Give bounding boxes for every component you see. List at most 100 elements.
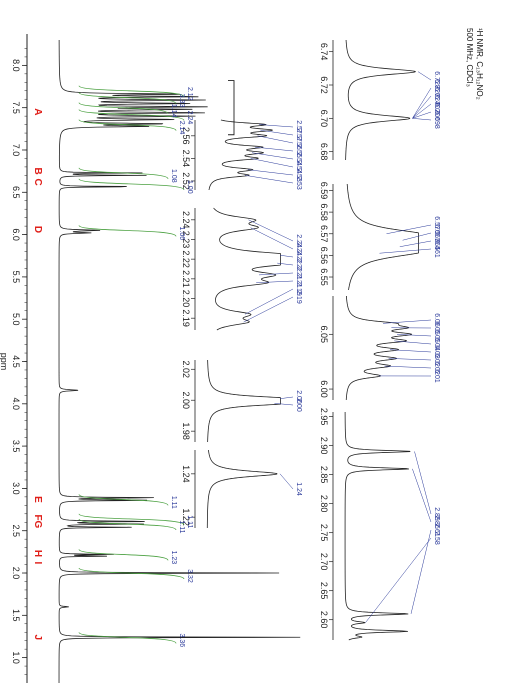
peak-label: 6.698 [433,111,440,129]
inset-2-7-spectrum-line [344,412,411,641]
peak-label: 6.724 [433,87,440,105]
inset-2-54-tick-label: 2.54 [181,150,191,168]
inset-6-57-tick-label: 6.58 [319,203,329,221]
peak-label: 2.57 [295,128,302,142]
inset-2-7-tick-label: 2.80 [319,495,329,513]
peak-label: 2.24 [295,242,302,256]
title-line-1: ¹H NMR, C₁₃H₁₂NO₂ [475,28,484,100]
peak-label-leader [386,224,432,235]
peak-label-leader [412,87,432,119]
inset-2-22-tick-label: 2.21 [181,270,191,288]
integral-value: 1.11 [170,496,177,509]
assignment-label: J [32,635,43,641]
integral-curves [78,85,185,644]
integral-value: 1.08 [170,169,177,183]
integral-curve [78,631,177,644]
inset-2-54-spectrum-line [208,119,273,191]
peak-label-leader [412,118,432,121]
inset-2-7-tick-label: 2.70 [319,553,329,571]
peak-label-leader [248,219,294,242]
peak-label-leader [412,111,432,119]
axes: 8.0 7.5 7.0 6.5 6.0 5.5 5.0 4.5 4.0 3.5 3.0 2.5 2.0 1… [0,34,334,683]
peak-label: 2.56 [295,136,302,150]
assignment-label: H [32,550,43,557]
inset-2-7-tick-label: 2.85 [319,466,329,484]
inset-2-00-tick-label: 2.02 [181,361,191,379]
inset-6-57-tick-label: 6.55 [319,268,329,286]
peak-label: 6.06 [433,313,440,327]
spectrum-title: ¹H NMR, C₁₃H₁₂NO₂ 500 MHz, CDCl₃ [465,28,484,100]
peak-label: 2.00 [295,390,302,404]
inset-2-22-tick-label: 2.24 [181,211,191,229]
title-line-2: 500 MHz, CDCl₃ [465,28,474,87]
main-tick-label: 7.5 [11,101,21,114]
inset-2-22-tick-label: 2.20 [181,290,191,308]
peak-label: 6.564 [433,232,440,250]
inset-2-7-tick-label: 2.75 [319,524,329,542]
peak-label-leader [365,537,432,623]
peak-label-leader [250,158,294,168]
integral-value: 2.14 [178,121,185,135]
assignment-label: B [32,168,43,175]
peak-label-leader [247,169,294,176]
peak-label-leader [251,152,294,160]
inset-1-24-spectrum-line [206,449,278,528]
inset-6-57-spectrum-line [346,183,419,291]
integral-value: 2.12 [186,87,193,101]
integral-curve [78,167,169,180]
rotated-figure: 8.0 7.5 7.0 6.5 6.0 5.5 5.0 4.5 4.0 3.5 3.0 2.5 2.0 1… [0,28,484,683]
inset-2-7-tick-label: 2.60 [319,611,329,629]
peak-label: 1.24 [295,482,302,496]
peak-label-leader [279,396,294,399]
main-tick-label: 2.0 [11,567,21,580]
assignment-label: I [32,561,43,564]
peak-label: 2.86 [433,515,440,529]
peak-label-leader [250,227,294,250]
inset-6-7-tick-label: 6.72 [319,76,329,94]
inset-6-57-tick-label: 6.56 [319,247,329,265]
integral-value: 3.32 [186,569,193,583]
peak-label: 6.02 [433,353,440,367]
peak-label: 6.04 [433,337,440,351]
integral-curve [78,102,169,115]
inset-2-22-tick-label: 2.22 [181,250,191,268]
peak-label-leader [244,175,294,184]
peak-label-leader [382,319,432,324]
peak-label-leader [277,262,294,266]
peak-label: 2.89 [433,507,440,521]
peak-label-leader [258,124,294,128]
integral-curve [78,513,185,526]
inset-1-24-tick-label: 1.22 [181,508,191,526]
assignment-label: FG [32,514,43,528]
peak-label-leader [279,254,294,258]
main-tick-label: 2.5 [11,524,21,537]
inset-2-22-spectrum-line [213,207,281,331]
peak-label: 2.61 [433,523,440,537]
peak-label: 2.19 [295,290,302,304]
peak-label-leader [257,135,294,144]
peak-label: 6.03 [433,345,440,359]
peak-label: 2.55 [295,144,302,158]
integral-value: 1.11 [178,520,185,533]
main-spectrum-line [58,40,301,683]
peak-label: 6.702 [433,95,440,113]
main-tick-label: 5.5 [11,271,21,284]
peak-label-leader [414,451,432,515]
inset-1-24-tick-label: 1.24 [181,465,191,483]
inset-6-7-spectrum-line [345,39,417,160]
peak-label: 6.700 [433,103,440,121]
peak-label-leader [410,529,432,614]
integral-curve [78,85,185,98]
peak-label: 6.01 [433,369,440,383]
peak-label: 2.21 [295,274,302,288]
main-tick-label: 7.0 [11,144,21,157]
inset-2-22-tick-label: 2.23 [181,231,191,249]
peak-label-leader [384,365,432,369]
peak-label: 6.726 [433,79,440,97]
integral-value: 1.14 [170,104,177,118]
peak-label: 6.561 [433,240,440,258]
peak-label-leader [243,296,294,323]
peak-label: 2.54 [295,160,302,174]
integral-curve [78,109,185,121]
main-tick-label: 8.0 [11,59,21,72]
